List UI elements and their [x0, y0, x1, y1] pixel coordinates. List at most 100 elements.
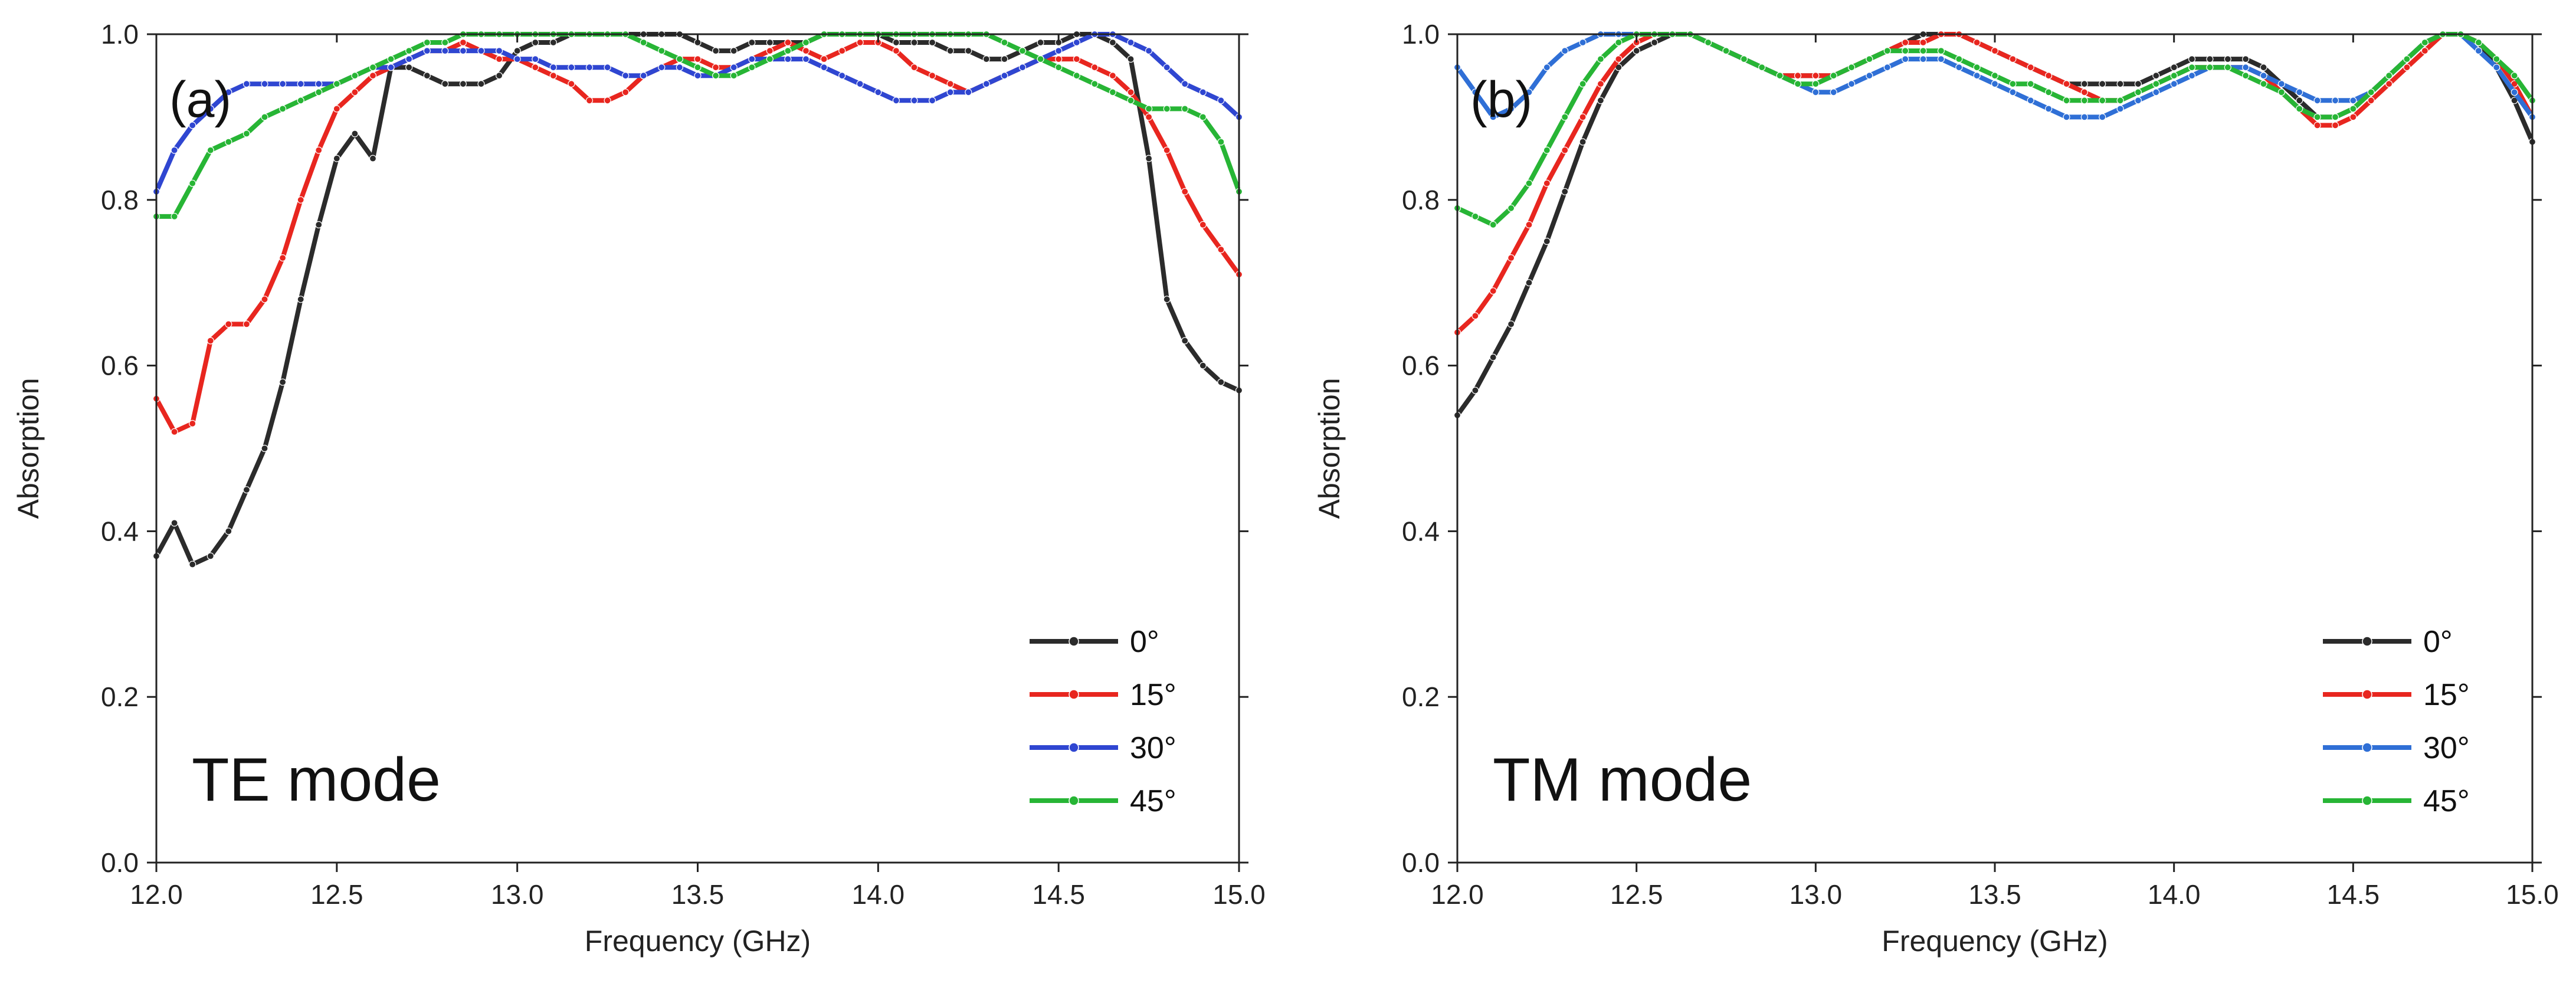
data-point: [892, 97, 900, 104]
data-point: [423, 38, 431, 47]
y-tick-label: 0.0: [101, 847, 139, 878]
data-point: [2206, 64, 2214, 71]
data-point: [585, 64, 594, 71]
data-point: [1812, 80, 1820, 88]
data-point: [658, 47, 666, 55]
data-point: [2063, 113, 2070, 121]
y-tick-label: 1.0: [1402, 19, 1440, 50]
data-point: [459, 38, 467, 47]
x-tick-label: 13.0: [491, 879, 544, 910]
data-point: [1633, 47, 1640, 55]
data-point: [189, 179, 196, 187]
data-point: [405, 55, 413, 63]
data-point: [441, 38, 449, 47]
data-point: [694, 55, 702, 63]
data-point: [225, 527, 232, 535]
data-point: [1794, 80, 1802, 88]
data-point: [423, 72, 431, 80]
data-point: [2170, 72, 2178, 80]
data-point: [766, 38, 774, 47]
data-point: [802, 47, 810, 55]
data-point: [1615, 55, 1623, 63]
data-point: [1507, 105, 1515, 113]
data-point: [279, 254, 287, 262]
series-line: [154, 40, 1241, 434]
data-point: [2385, 80, 2393, 88]
data-point: [1217, 378, 1225, 386]
data-point: [2080, 113, 2088, 121]
data-point: [2421, 47, 2428, 55]
data-point: [856, 80, 864, 88]
legend-label: 0°: [2423, 625, 2453, 659]
data-point: [928, 97, 936, 104]
data-point: [946, 88, 954, 96]
data-point: [387, 55, 395, 63]
x-axis-title: Frequency (GHz): [1882, 925, 2108, 958]
data-point: [2134, 97, 2142, 104]
data-point: [1471, 88, 1479, 96]
data-point: [640, 72, 647, 80]
data-point: [1018, 64, 1027, 71]
data-point: [748, 55, 756, 63]
data-point: [1579, 113, 1587, 121]
data-point: [1145, 155, 1153, 162]
data-point: [2296, 97, 2303, 104]
data-point: [495, 55, 503, 63]
data-point: [1055, 64, 1063, 71]
data-point: [1543, 237, 1551, 245]
y-axis-title: Absorption: [12, 378, 45, 519]
data-point: [946, 80, 954, 88]
data-point: [982, 55, 990, 63]
data-point: [1471, 212, 1479, 220]
data-point: [1163, 105, 1171, 113]
x-tick-label: 13.0: [1790, 879, 1843, 910]
data-point: [820, 55, 828, 63]
data-point: [2475, 47, 2482, 55]
data-point: [892, 47, 900, 55]
data-point: [441, 47, 449, 55]
x-tick-label: 13.5: [671, 879, 725, 910]
data-point: [1919, 38, 1927, 47]
data-point: [1597, 80, 1604, 88]
data-point: [351, 88, 359, 96]
data-point: [1579, 80, 1587, 88]
data-point: [568, 64, 575, 71]
series-1: [152, 30, 1243, 568]
data-point: [2511, 88, 2518, 96]
data-point: [712, 47, 720, 55]
data-point: [189, 560, 196, 568]
data-point: [1163, 64, 1171, 71]
data-point: [1073, 72, 1080, 80]
legend-marker: [2362, 689, 2372, 700]
x-tick-label: 13.5: [1968, 879, 2021, 910]
data-point: [1579, 138, 1587, 146]
data-point: [495, 47, 503, 55]
data-point: [387, 64, 395, 71]
data-point: [2188, 72, 2196, 80]
data-point: [2170, 64, 2178, 71]
data-point: [333, 80, 340, 88]
data-point: [225, 138, 232, 146]
data-point: [1830, 72, 1837, 80]
data-point: [171, 519, 178, 527]
data-point: [2152, 88, 2160, 96]
data-point: [2331, 122, 2339, 129]
data-point: [1866, 55, 1873, 63]
data-point: [1955, 64, 1963, 71]
x-tick-label: 12.0: [130, 879, 183, 910]
data-point: [1883, 64, 1891, 71]
data-point: [369, 72, 377, 80]
data-point: [1145, 47, 1153, 55]
data-point: [1937, 47, 1945, 55]
legend: 0° 15° 30° 45°: [1030, 625, 1176, 818]
data-point: [532, 64, 539, 71]
data-point: [910, 97, 918, 104]
data-point: [1758, 64, 1766, 71]
y-tick-label: 0.8: [1402, 185, 1440, 215]
data-point: [2367, 97, 2375, 104]
data-point: [369, 155, 377, 162]
data-point: [2009, 80, 2017, 88]
data-point: [279, 105, 287, 113]
y-tick-label: 0.6: [1402, 350, 1440, 381]
data-point: [1127, 88, 1135, 96]
